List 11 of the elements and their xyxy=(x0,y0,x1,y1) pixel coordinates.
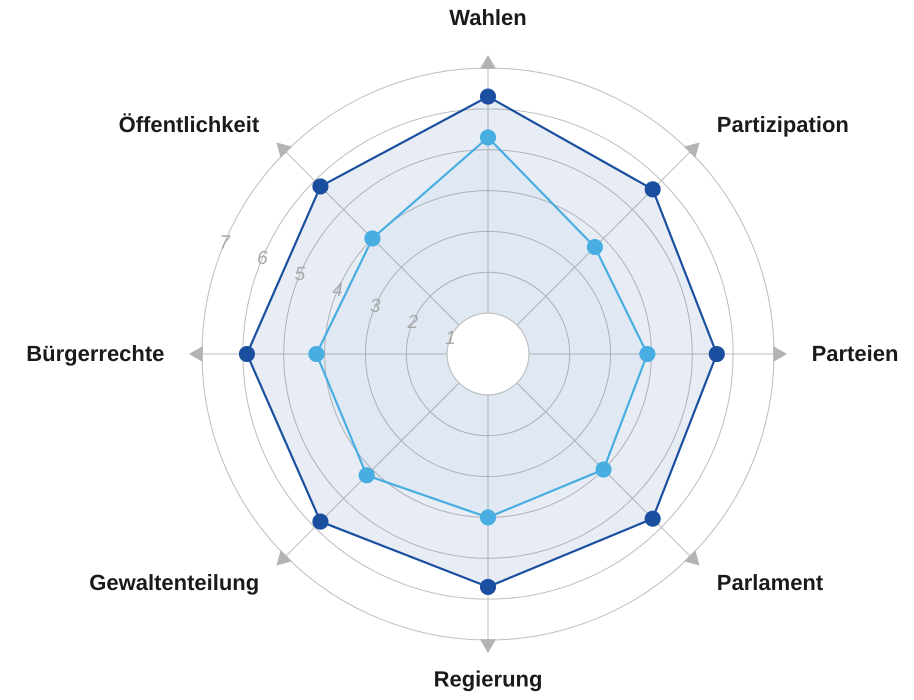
spoke-label: Gewaltenteilung xyxy=(89,570,260,595)
spoke-label: Parlament xyxy=(716,570,824,595)
spoke-label: Bürgerrechte xyxy=(26,341,164,366)
y-tick-label: 1 xyxy=(445,328,456,350)
spoke-label: Parteien xyxy=(812,341,898,366)
y-tick-label: 2 xyxy=(406,312,418,334)
spoke-label: Wahlen xyxy=(449,5,527,30)
spoke-label: Regierung xyxy=(434,666,542,692)
spoke-label: Partizipation xyxy=(716,112,849,138)
y-tick-label: 3 xyxy=(370,296,381,318)
spoke-label: Öffentlichkeit xyxy=(118,112,260,138)
